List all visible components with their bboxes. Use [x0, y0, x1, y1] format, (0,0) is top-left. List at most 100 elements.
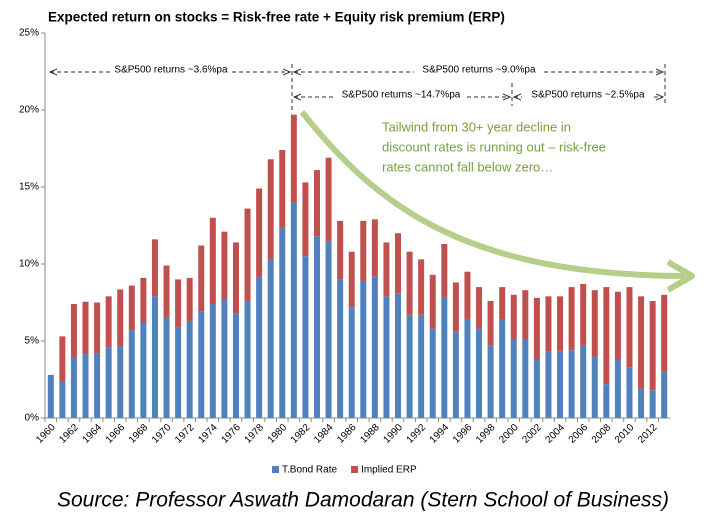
bar	[59, 381, 66, 418]
x-tick-label: 2000	[497, 422, 521, 446]
bar	[232, 242, 239, 314]
bar	[406, 314, 413, 418]
bar	[371, 276, 378, 418]
x-tick-label: 2012	[636, 422, 660, 446]
bar	[186, 320, 193, 418]
bar	[522, 290, 529, 340]
bar	[267, 159, 274, 260]
trend-arrowhead	[666, 259, 695, 293]
bar	[47, 374, 54, 418]
bar	[476, 328, 483, 418]
x-tick-label: 1984	[312, 422, 336, 446]
x-tick-label: 2010	[613, 422, 637, 446]
bar	[487, 345, 494, 418]
y-tick-label: 10%	[19, 259, 39, 270]
bar	[638, 296, 645, 389]
bar	[337, 220, 344, 280]
period-label: S&P500 returns ~2.5%pa	[531, 90, 645, 101]
x-tick-label: 2002	[520, 422, 544, 446]
x-tick-label: 1986	[335, 422, 359, 446]
legend-label: Implied ERP	[361, 465, 417, 476]
bar	[117, 346, 124, 418]
bar	[533, 297, 540, 360]
bar	[603, 384, 610, 418]
trend-arrow	[299, 110, 686, 279]
bar	[279, 150, 286, 228]
x-tick-label: 1970	[150, 422, 174, 446]
bar	[348, 251, 355, 308]
bar	[128, 330, 135, 418]
bar	[151, 239, 158, 297]
bar	[360, 280, 367, 418]
x-tick-label: 1960	[34, 422, 58, 446]
bar	[406, 251, 413, 315]
bar	[452, 282, 459, 332]
callout: discount rates is running out – risk-fre…	[382, 139, 606, 154]
bar	[557, 351, 564, 418]
bar	[105, 296, 112, 348]
bar	[568, 287, 575, 351]
period-label: S&P500 returns ~9.0%pa	[422, 65, 536, 76]
bar	[82, 301, 89, 355]
bar	[221, 231, 228, 300]
bar	[395, 293, 402, 418]
bar	[371, 219, 378, 277]
bar	[70, 304, 77, 358]
bar	[568, 350, 575, 418]
y-tick-label: 15%	[19, 182, 39, 193]
bar	[464, 271, 471, 320]
bar	[140, 322, 147, 418]
bar	[151, 296, 158, 418]
legend-label: T.Bond Rate	[282, 465, 337, 476]
y-tick-label: 5%	[25, 336, 40, 347]
bar	[545, 351, 552, 418]
bar	[580, 345, 587, 418]
bar	[638, 388, 645, 418]
bar	[163, 265, 170, 318]
bar	[313, 170, 320, 237]
callout: Tailwind from 30+ year decline in	[382, 119, 571, 134]
bar	[510, 339, 517, 418]
bar	[290, 114, 297, 203]
bar	[383, 296, 390, 418]
bar	[128, 285, 135, 331]
bar	[545, 296, 552, 352]
bar	[649, 390, 656, 418]
bar	[499, 319, 506, 418]
callout: rates cannot fall below zero…	[382, 159, 553, 174]
bar	[140, 277, 147, 323]
x-tick-label: 1992	[405, 422, 429, 446]
bar	[464, 319, 471, 418]
bar	[209, 304, 216, 418]
bar	[290, 202, 297, 418]
x-tick-label: 1998	[474, 422, 498, 446]
bar	[279, 227, 286, 418]
bar	[325, 157, 332, 241]
x-tick-label: 1978	[243, 422, 267, 446]
bar	[186, 277, 193, 321]
x-tick-label: 1976	[219, 422, 243, 446]
bar	[198, 245, 205, 312]
bar	[487, 300, 494, 346]
x-tick-label: 1964	[81, 422, 105, 446]
x-tick-label: 1972	[173, 422, 197, 446]
period-label: S&P500 returns ~3.6%pa	[114, 65, 228, 76]
bar	[510, 294, 517, 340]
legend-swatch	[351, 466, 359, 473]
bar	[302, 256, 309, 418]
bar	[302, 182, 309, 257]
bar	[429, 274, 436, 329]
period-arrows: S&P500 returns ~3.6%pa S&P500 returns ~9…	[50, 64, 666, 112]
bar	[603, 287, 610, 385]
bar	[59, 336, 66, 382]
bar	[337, 279, 344, 418]
bar	[209, 217, 216, 305]
chart-title: Expected return on stocks = Risk-free ra…	[48, 10, 505, 25]
bar	[232, 313, 239, 418]
bar	[117, 289, 124, 347]
bar	[476, 287, 483, 329]
bar	[395, 233, 402, 294]
x-tick-label: 1994	[428, 422, 452, 446]
bar	[626, 367, 633, 418]
